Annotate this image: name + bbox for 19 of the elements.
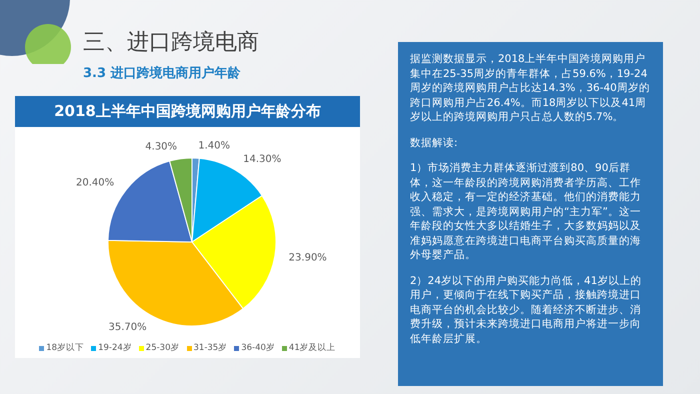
legend-label: 36-40岁	[240, 342, 275, 354]
legend-label: 25-30岁	[144, 342, 180, 354]
text: 3.3 进口跨境电商用户年龄	[83, 64, 241, 82]
legend-label: 19-24岁	[97, 342, 132, 354]
legend-label: 18岁以下	[45, 342, 84, 354]
text: 据监测数据显示，2018上半年中国跨境网购用户集中在25-35周岁的青年群体，占59.6%，19-24周岁的跨境网购用户占比达14.3%，36-40周岁的跨口网购用户占26.4%。而18周岁以下以及41周岁以上的跨境网购用户只占总人数的5.7%。	[410, 52, 651, 124]
data-label: 14.30%	[243, 154, 282, 166]
data-label: 35.70%	[108, 322, 147, 334]
text: 数据解读:	[410, 136, 459, 150]
chart-title: 2018上半年中国跨境网购用户年龄分布	[15, 96, 360, 127]
text: 2）24岁以下的用户购买能力尚低，41岁以上的用户，更倾向于在线下购买产品，接触跨境进口电商平台的机会比较少。随着经济不断进步、消费升级，预计未来跨境进口电商用户将进一步向低年龄层扩展。	[410, 274, 642, 346]
legend-label: 41岁及以上	[288, 342, 336, 354]
text: 1）市场消费主力群体逐渐过渡到80、90后群体，这一年龄段的跨境网购消费者学历高、工作收入稳定，有一定的经济基础。他们的消费能力强、需求大，是跨境网购用户的“主力军”。这一年龄段的女性大多以结婚生子，大多数妈妈以及准妈妈愿意在跨境进口电商平台购买高质量的海外母婴产品。	[410, 161, 642, 262]
data-label: 4.30%	[145, 141, 178, 152]
data-label: 23.90%	[288, 252, 327, 264]
data-label: 20.40%	[76, 178, 114, 189]
legend-label: 31-35岁	[192, 342, 228, 354]
text: 三、进口跨境电商	[83, 29, 259, 57]
data-label: 1.40%	[198, 140, 230, 152]
